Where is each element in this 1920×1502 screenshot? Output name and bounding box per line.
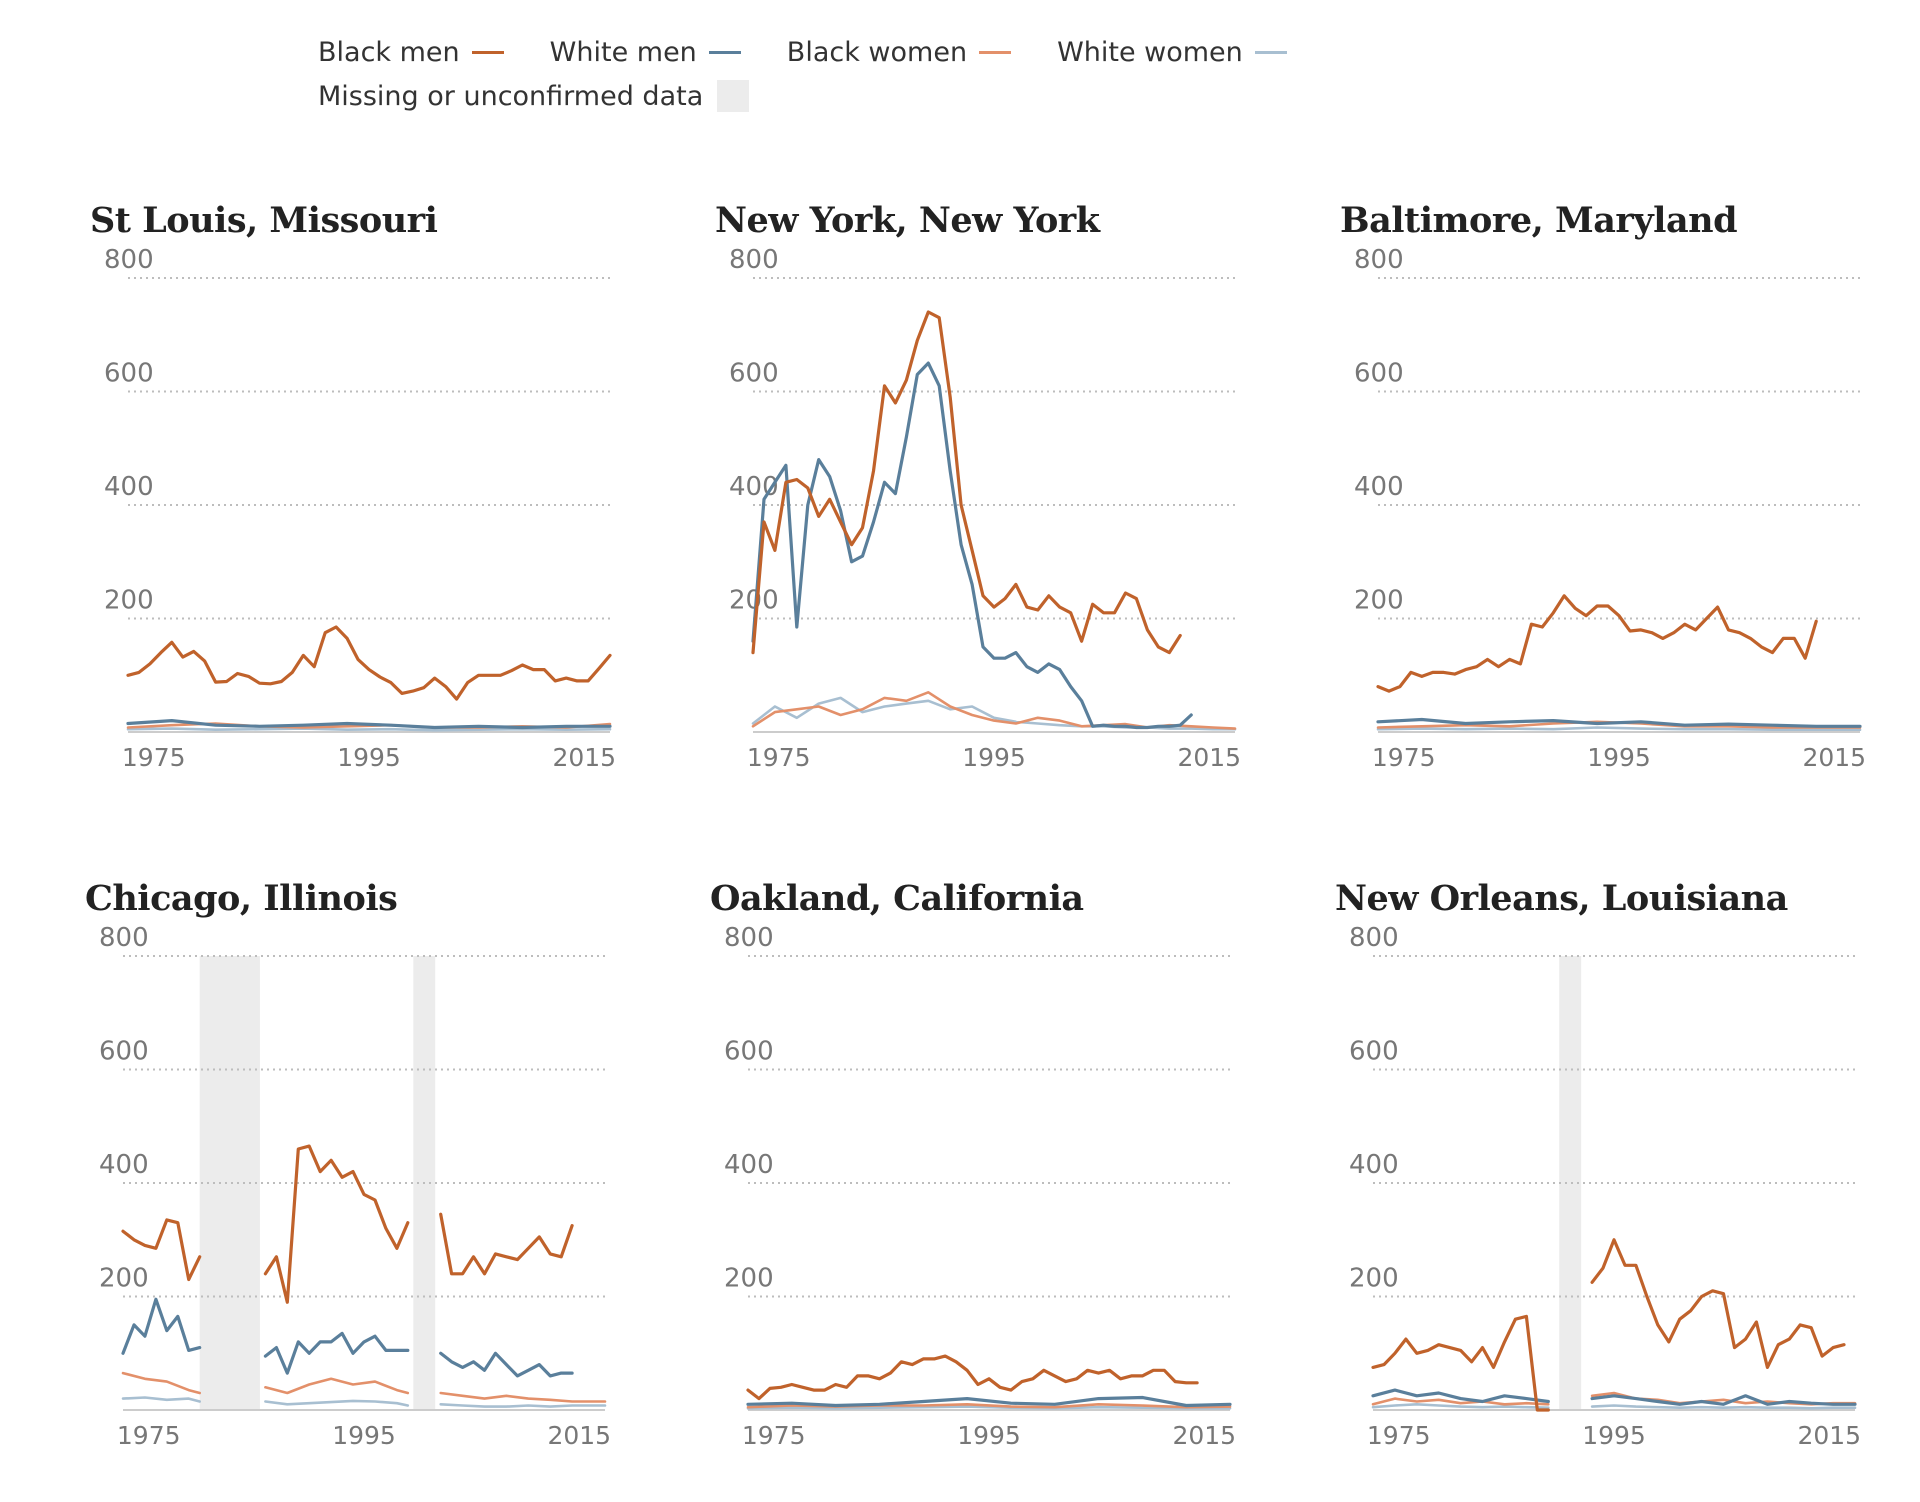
y-tick-label: 400: [1349, 1150, 1399, 1180]
legend-item-black-men: Black men: [318, 37, 504, 68]
legend-label: White men: [549, 36, 697, 68]
chart-title: Chicago, Illinois: [85, 878, 398, 919]
legend-item-white-men: White men: [550, 37, 741, 68]
y-tick-label: 800: [1354, 245, 1404, 275]
x-tick-label: 1975: [747, 743, 811, 772]
legend-missing-swatch: [717, 80, 750, 112]
chart-plot: 200 400 600 800 1975 1995 2015: [1349, 923, 1861, 1450]
series-line-white-men: [1376, 717, 1862, 728]
x-tick-label: 2015: [1802, 743, 1866, 772]
x-tick-label: 2015: [1177, 743, 1241, 772]
series-line-black-men: [751, 310, 1182, 655]
y-tick-label: 200: [99, 1264, 149, 1294]
series-line-black-women: [751, 691, 1237, 730]
series-line-black-men: [1376, 594, 1818, 693]
series-line-white-men: [751, 361, 1193, 730]
x-tick-label: 1975: [122, 743, 186, 772]
legend-swatch: [1254, 50, 1287, 54]
legend-item-black-women: Black women: [786, 36, 1012, 68]
chart-plot: 200 400 600 800 1975 1995 2015: [724, 923, 1236, 1450]
x-tick-label: 1995: [1587, 743, 1651, 772]
x-tick-label: 1995: [1582, 1421, 1646, 1450]
chart-legend: Black men White men Black women White wo…: [318, 30, 1418, 118]
legend-item-white-women: White women: [1057, 37, 1287, 68]
y-tick-label: 600: [99, 1037, 149, 1067]
x-tick-label: 2015: [1172, 1421, 1236, 1450]
chart-title: New Orleans, Louisiana: [1335, 878, 1788, 919]
chart-panel-new-york: New York, New York 200 400 600 800 1975 1995 2…: [715, 200, 1275, 820]
chart-plot: 200 400 600 800 1975 1995 2015: [104, 245, 616, 772]
y-tick-label: 800: [99, 923, 149, 953]
legend-swatch: [708, 50, 741, 54]
series-line-white-women: [1371, 1403, 1857, 1410]
chart-panel-st-louis: St Louis, Missouri 200 400 600 800 1975 1995 2…: [90, 200, 650, 820]
series-line-black-men: [121, 1144, 574, 1304]
series-line-white-women: [126, 727, 612, 732]
y-tick-label: 800: [104, 245, 154, 275]
series-line-black-women: [121, 1371, 607, 1403]
legend-swatch: [979, 50, 1012, 54]
legend-item-missing-data: Missing or unconfirmed data: [318, 80, 750, 112]
y-tick-label: 800: [1349, 923, 1399, 953]
y-tick-label: 200: [104, 586, 154, 616]
y-tick-label: 600: [104, 359, 154, 389]
y-tick-label: 600: [724, 1037, 774, 1067]
x-tick-label: 1995: [337, 743, 401, 772]
legend-row-missing: Missing or unconfirmed data: [318, 74, 1418, 118]
chart-plot: 200 400 600 800 1975 1995 2015: [99, 923, 611, 1450]
legend-swatch: [471, 50, 504, 54]
y-tick-label: 600: [729, 359, 779, 389]
legend-label: Missing or unconfirmed data: [318, 80, 704, 112]
series-line-white-men: [126, 719, 612, 730]
y-tick-label: 400: [1354, 472, 1404, 502]
x-tick-label: 1995: [962, 743, 1026, 772]
series-line-white-men: [121, 1297, 574, 1378]
series-line-black-men: [126, 625, 612, 701]
legend-label: Black women: [786, 36, 968, 68]
chart-panel-chicago: Chicago, Illinois 200 400 600 800 1975 1995 20…: [85, 878, 645, 1498]
y-tick-label: 400: [724, 1150, 774, 1180]
x-tick-label: 2015: [547, 1421, 611, 1450]
x-tick-label: 1975: [117, 1421, 181, 1450]
chart-title: New York, New York: [715, 200, 1100, 241]
series-line-white-men: [1371, 1388, 1857, 1406]
x-tick-label: 1975: [1367, 1421, 1431, 1450]
series-line-white-men: [746, 1395, 1232, 1408]
x-tick-label: 2015: [1797, 1421, 1861, 1450]
series-line-black-men: [746, 1354, 1199, 1401]
legend-row-series: Black men White men Black women White wo…: [318, 30, 1418, 74]
series-line-black-men: [1371, 1238, 1846, 1412]
chart-panel-baltimore: Baltimore, Maryland 200 400 600 800 1975 1995…: [1340, 200, 1900, 820]
series-line-white-women: [751, 696, 1237, 731]
series-line-white-women: [746, 1405, 1232, 1410]
x-tick-label: 1995: [957, 1421, 1021, 1450]
y-tick-label: 200: [1349, 1264, 1399, 1294]
series-line-white-women: [1376, 726, 1862, 731]
legend-label: White women: [1057, 36, 1243, 68]
x-tick-label: 2015: [552, 743, 616, 772]
y-tick-label: 600: [1354, 359, 1404, 389]
y-tick-label: 800: [724, 923, 774, 953]
series-line-white-women: [121, 1396, 607, 1408]
y-tick-label: 200: [1354, 586, 1404, 616]
chart-title: St Louis, Missouri: [90, 200, 438, 241]
chart-plot: 200 400 600 800 1975 1995 2015: [1354, 245, 1866, 772]
y-tick-label: 200: [724, 1264, 774, 1294]
x-tick-label: 1975: [742, 1421, 806, 1450]
chart-panel-new-orleans: New Orleans, Louisiana 200 400 600 800 1975 1…: [1335, 878, 1895, 1498]
missing-data-band: [1559, 956, 1582, 1410]
y-tick-label: 400: [99, 1150, 149, 1180]
chart-title: Oakland, California: [710, 878, 1084, 919]
chart-panel-oakland: Oakland, California 200 400 600 800 1975 1995…: [710, 878, 1270, 1498]
y-tick-label: 600: [1349, 1037, 1399, 1067]
y-tick-label: 800: [729, 245, 779, 275]
legend-label: Black men: [318, 36, 460, 68]
chart-title: Baltimore, Maryland: [1340, 200, 1738, 241]
y-tick-label: 400: [104, 472, 154, 502]
x-tick-label: 1995: [332, 1421, 396, 1450]
x-tick-label: 1975: [1372, 743, 1436, 772]
